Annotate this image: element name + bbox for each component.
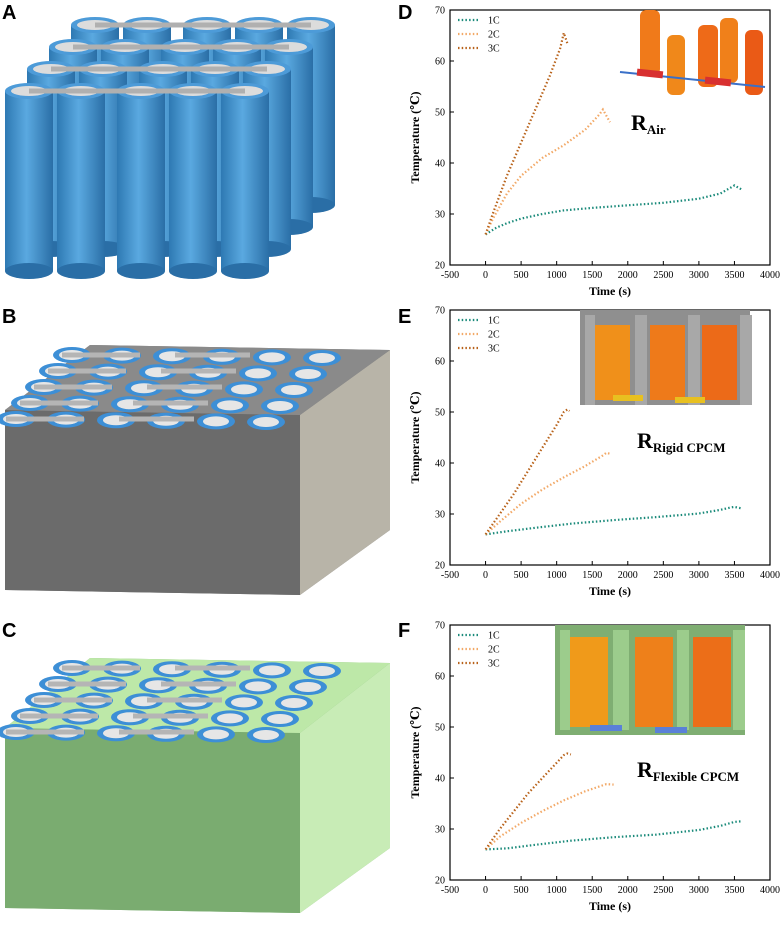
- thermal-resistance-label: RFlexible CPCM: [637, 757, 739, 784]
- y-tick-label: 70: [435, 6, 445, 17]
- x-tick-label: 0: [483, 270, 488, 281]
- y-axis-label: Temperature (℃): [408, 91, 422, 183]
- y-tick-label: 50: [435, 108, 445, 119]
- series-line-1C: [485, 820, 742, 851]
- y-tick-label: 30: [435, 510, 445, 521]
- legend-label-1C: 1C: [488, 16, 500, 27]
- chart-f: -500 0 500 1000 1500 2000 2500 3000 3500 4000 20 30…: [408, 621, 780, 914]
- legend-label-2C: 2C: [488, 30, 500, 41]
- x-tick-label: 500: [514, 885, 529, 896]
- air-gap-inset: [619, 10, 766, 95]
- x-tick-label: 3500: [724, 885, 744, 896]
- y-axis-label: Temperature (℃): [408, 391, 422, 483]
- y-tick-label: 20: [435, 261, 445, 272]
- x-tick-label: 2000: [618, 570, 638, 581]
- chart-e: -500 0 500 1000 1500 2000 2500 3000 3500 4000 20 30…: [408, 306, 780, 599]
- rigid-cpcm-inset: [580, 310, 752, 405]
- x-tick-label: 1500: [582, 570, 602, 581]
- series-line-3C: [484, 408, 571, 536]
- legend-label-1C: 1C: [488, 316, 500, 327]
- x-tick-label: 4000: [760, 270, 780, 281]
- x-tick-label: 500: [514, 570, 529, 581]
- thermal-resistance-label: RAir: [631, 110, 666, 137]
- y-tick-label: 50: [435, 723, 445, 734]
- series-line-1C: [485, 184, 743, 236]
- x-tick-label: 0: [483, 570, 488, 581]
- y-tick-label: 40: [435, 159, 445, 170]
- y-tick-label: 20: [435, 876, 445, 887]
- battery-cell: [169, 91, 217, 271]
- x-tick-label: 4000: [760, 570, 780, 581]
- x-tick-label: 1000: [547, 570, 567, 581]
- x-tick-label: 1000: [547, 270, 567, 281]
- panel-label-d: D: [398, 2, 413, 24]
- x-tick-label: 1500: [582, 270, 602, 281]
- rigid-cpcm-module-illustration: [0, 345, 390, 595]
- panel-label-c: C: [2, 620, 17, 642]
- series-line-3C: [484, 28, 569, 235]
- x-tick-label: 2500: [653, 270, 673, 281]
- x-tick-label: -500: [441, 570, 459, 581]
- x-tick-label: 3000: [689, 885, 709, 896]
- legend-label-2C: 2C: [488, 645, 500, 656]
- legend-label-3C: 3C: [488, 659, 500, 670]
- battery-cell: [221, 91, 269, 271]
- x-tick-label: 0: [483, 885, 488, 896]
- y-tick-label: 30: [435, 210, 445, 221]
- x-tick-label: 3000: [689, 570, 709, 581]
- y-tick-label: 70: [435, 306, 445, 317]
- x-axis-label: Time (s): [589, 284, 631, 298]
- y-tick-label: 40: [435, 774, 445, 785]
- panel-label-b: B: [2, 306, 17, 328]
- battery-pack-illustration: [5, 17, 335, 279]
- y-tick-label: 20: [435, 561, 445, 572]
- y-tick-label: 60: [435, 672, 445, 683]
- flexible-cpcm-inset: [555, 625, 745, 735]
- y-tick-label: 60: [435, 57, 445, 68]
- x-axis-label: Time (s): [589, 584, 631, 598]
- y-tick-label: 40: [435, 459, 445, 470]
- series-line-2C: [484, 451, 611, 536]
- x-tick-label: 2500: [653, 885, 673, 896]
- y-tick-label: 60: [435, 357, 445, 368]
- legend-label-3C: 3C: [488, 344, 500, 355]
- x-tick-label: 2500: [653, 570, 673, 581]
- battery-cell: [117, 91, 165, 271]
- x-axis-label: Time (s): [589, 899, 631, 913]
- x-tick-label: 2000: [618, 885, 638, 896]
- panel-label-a: A: [2, 2, 17, 24]
- y-tick-label: 30: [435, 825, 445, 836]
- x-tick-label: -500: [441, 270, 459, 281]
- plot-frame: [449, 9, 771, 266]
- battery-cell: [57, 91, 105, 271]
- x-tick-label: 3500: [724, 270, 744, 281]
- x-tick-label: -500: [441, 885, 459, 896]
- chart-d: -500 0 500 1000 1500 2000 2500 3000 3500 4000 20 30…: [408, 6, 780, 299]
- series-line-2C: [484, 107, 611, 235]
- x-tick-label: 1500: [582, 885, 602, 896]
- x-tick-label: 4000: [760, 885, 780, 896]
- x-tick-label: 500: [514, 270, 529, 281]
- x-tick-label: 3000: [689, 270, 709, 281]
- series-line-3C: [484, 752, 572, 851]
- flexible-cpcm-module-illustration: [0, 658, 390, 913]
- y-axis-label: Temperature (℃): [408, 706, 422, 798]
- series-line-1C: [485, 505, 742, 536]
- x-tick-label: 2000: [618, 270, 638, 281]
- legend-label-2C: 2C: [488, 330, 500, 341]
- panel-label-e: E: [398, 306, 412, 328]
- y-tick-label: 70: [435, 621, 445, 632]
- y-tick-label: 50: [435, 408, 445, 419]
- legend-label-3C: 3C: [488, 44, 500, 55]
- battery-cell: [5, 91, 53, 271]
- x-tick-label: 3500: [724, 570, 744, 581]
- panel-label-f: F: [398, 620, 411, 642]
- legend-label-1C: 1C: [488, 631, 500, 642]
- x-tick-label: 1000: [547, 885, 567, 896]
- thermal-resistance-label: RRigid CPCM: [637, 428, 725, 455]
- series-line-2C: [484, 782, 614, 851]
